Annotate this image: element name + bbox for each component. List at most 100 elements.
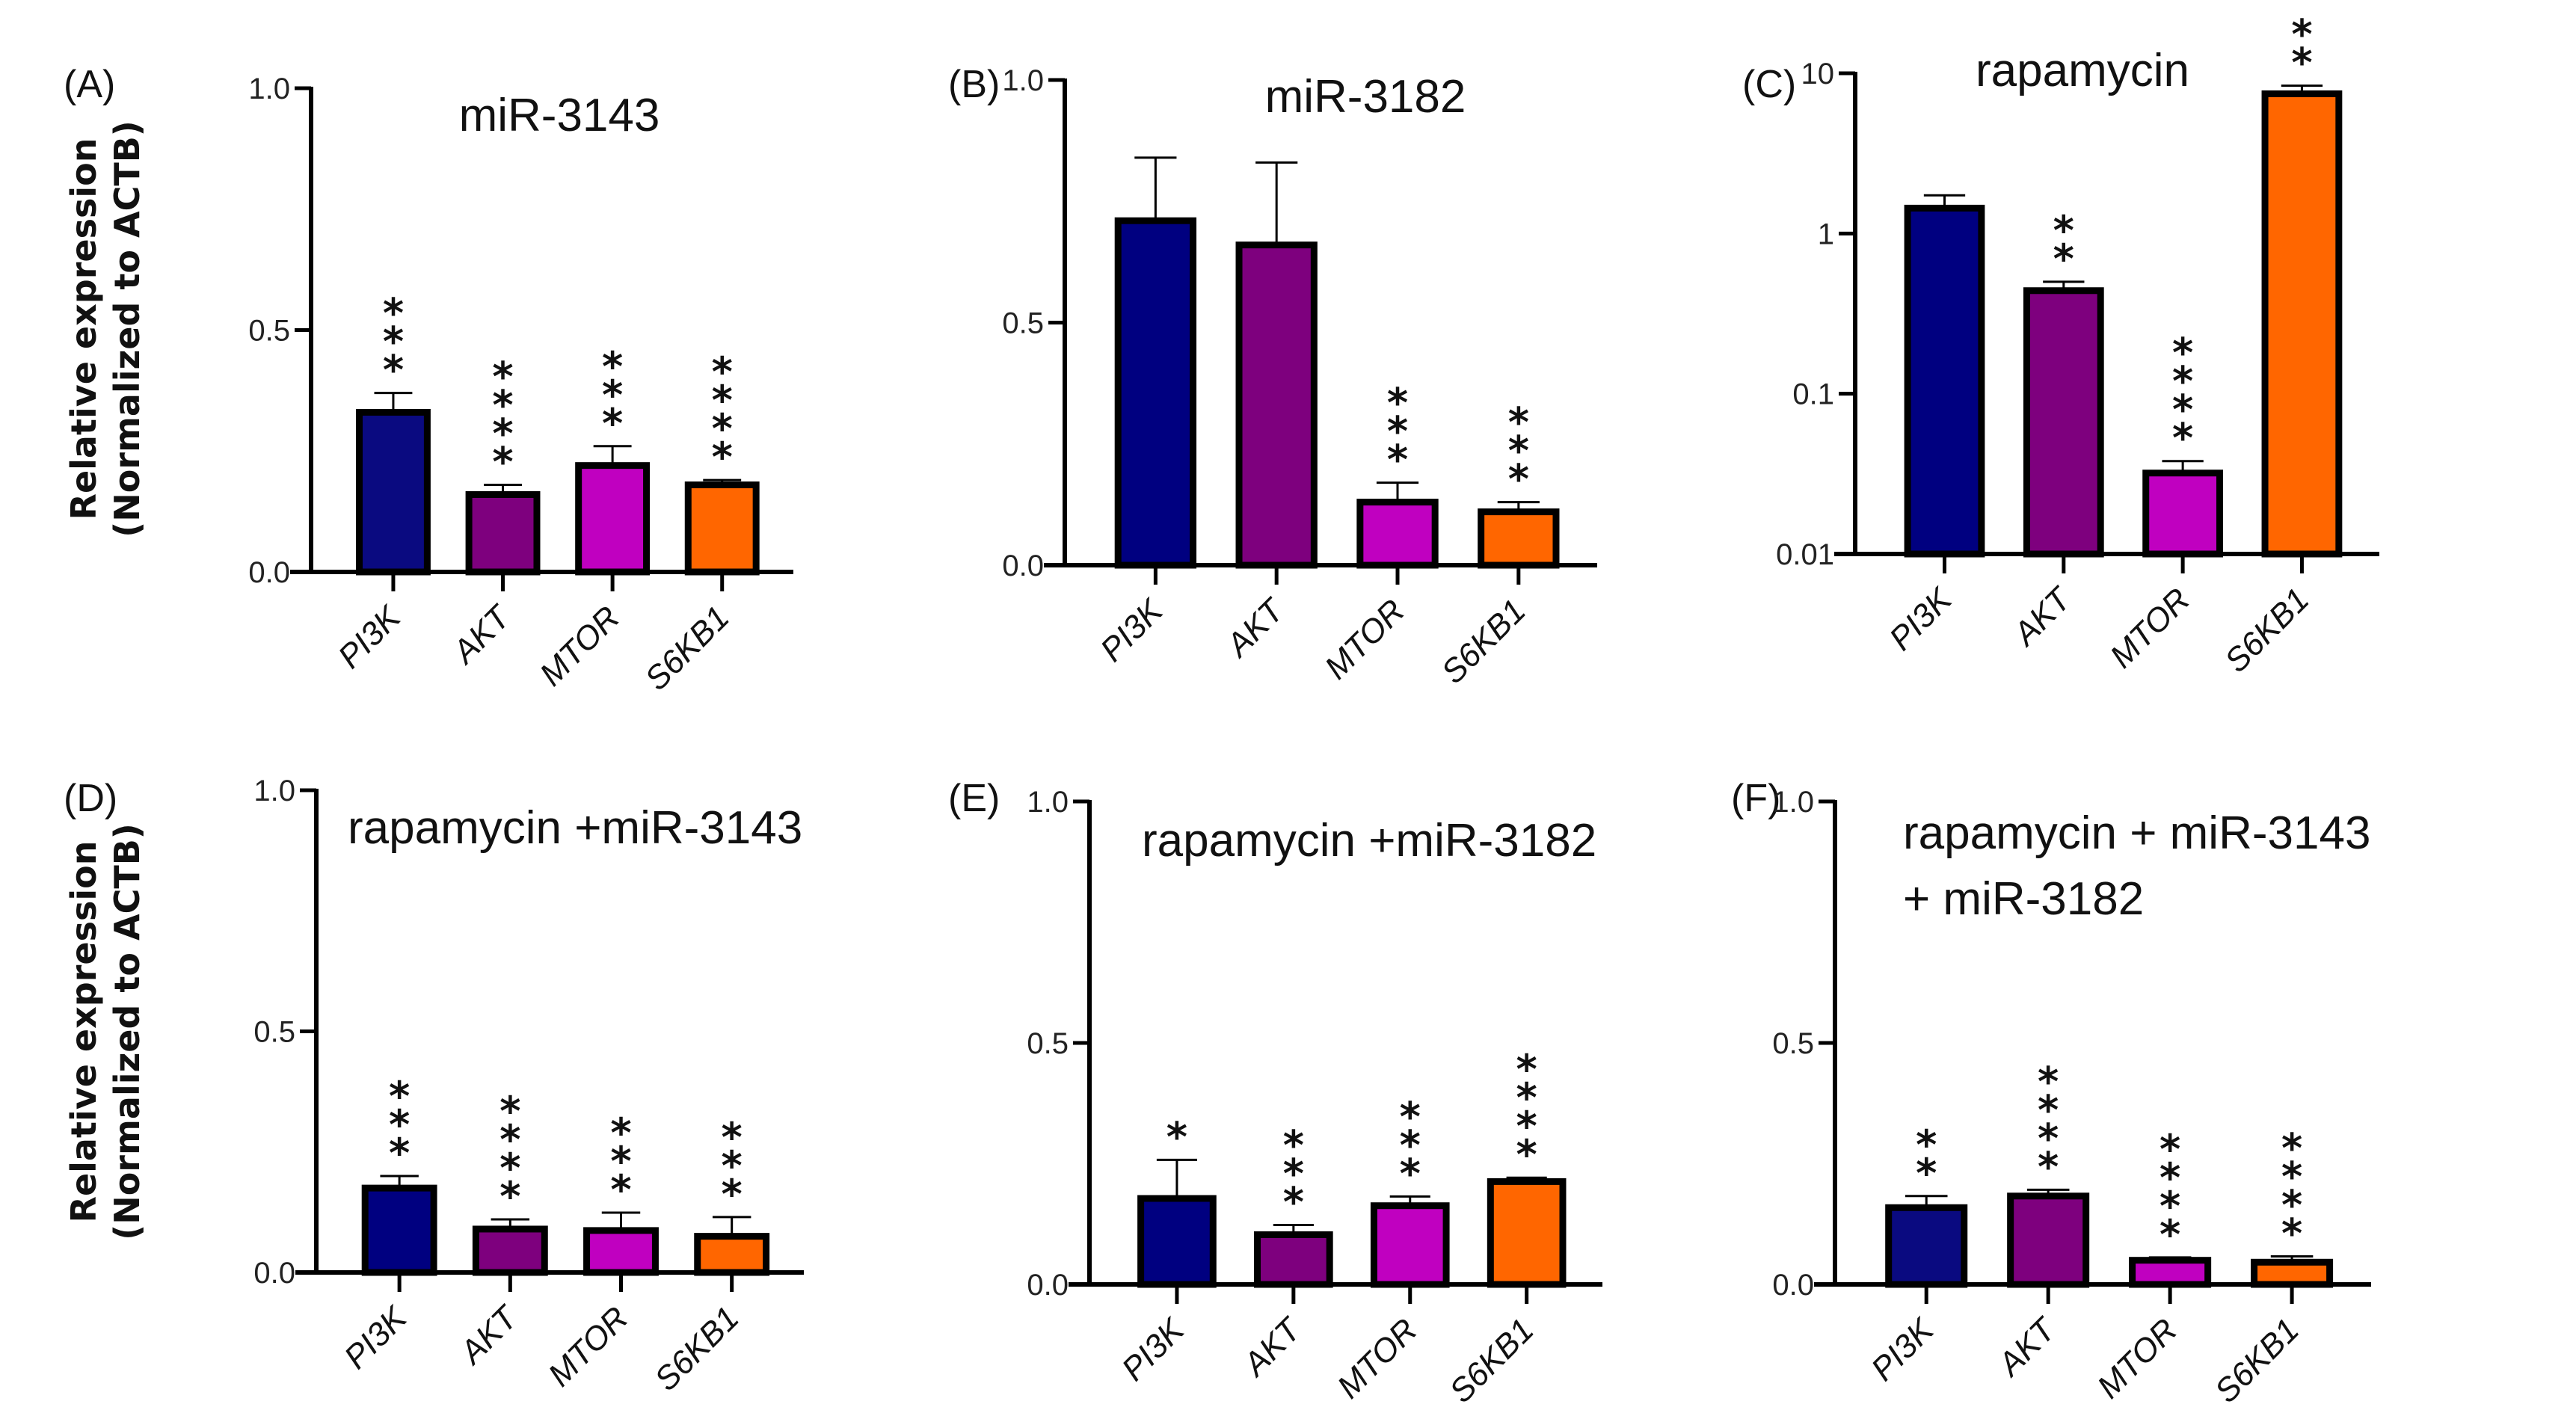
significance-star: *: [1516, 1103, 1537, 1150]
x-tick-label: AKT: [2005, 579, 2079, 653]
significance-star: *: [2053, 207, 2074, 254]
significance-star: *: [499, 1145, 520, 1192]
x-tick-label: PI3K: [331, 598, 408, 675]
significance-star: *: [1166, 1113, 1187, 1160]
significance-star: *: [2291, 40, 2312, 87]
x-tick-label: AKT: [444, 597, 518, 671]
y-tick-label: 0.5: [248, 315, 290, 348]
significance-star: *: [492, 354, 513, 401]
bar-mtor: [575, 462, 651, 576]
x-tick-label: MTOR: [2091, 1311, 2185, 1406]
bar-s6kb1: [1487, 1178, 1567, 1288]
significance-star: *: [1400, 1150, 1421, 1197]
x-tick-label: PI3K: [337, 1299, 414, 1376]
significance-star: *: [389, 1130, 410, 1177]
x-tick-label: MTOR: [1318, 592, 1412, 686]
y-tick-label: 0.5: [1027, 1027, 1069, 1060]
bar-mtor: [2129, 1257, 2212, 1288]
significance-star: *: [492, 382, 513, 429]
significance-star: *: [1400, 1093, 1421, 1140]
bar-mtor: [583, 1227, 659, 1276]
panel-letter: (C): [1742, 63, 1796, 106]
significance-star: *: [602, 400, 623, 447]
bar-s6kb1: [684, 481, 760, 576]
bar-mtor: [1356, 499, 1439, 569]
x-tick-label: PI3K: [1093, 591, 1170, 668]
x-tick-label: MTOR: [1330, 1311, 1424, 1406]
significance-star: *: [712, 405, 733, 452]
significance-star: *: [2281, 1154, 2302, 1201]
x-tick-label: S6KB1: [1442, 1311, 1541, 1410]
significance-star: *: [712, 377, 733, 424]
y-tick-label: 10: [1801, 58, 1835, 90]
x-tick-label: MTOR: [2103, 581, 2198, 675]
x-tick-label: PI3K: [1882, 580, 1959, 657]
x-tick-label: AKT: [452, 1298, 526, 1372]
y-axis-label-bottom-row: Relative expression (Normalized to ACTB): [64, 823, 147, 1240]
bar-akt: [1235, 241, 1318, 569]
bar-pi3k: [356, 408, 431, 576]
x-tick-label: MTOR: [541, 1299, 636, 1394]
bar-akt: [1254, 1231, 1333, 1288]
bar-akt: [2007, 1192, 2090, 1288]
bar-s6kb1: [694, 1233, 770, 1276]
y-tick-label: 1.0: [253, 775, 295, 807]
y-tick-label: 0.0: [1027, 1269, 1069, 1302]
significance-star: *: [2053, 236, 2074, 283]
x-tick-label: AKT: [1235, 1310, 1309, 1384]
y-tick-label: 0.1: [1792, 378, 1834, 411]
x-tick-label: S6KB1: [2218, 581, 2317, 680]
significance-star: *: [383, 290, 404, 337]
x-tick-label: S6KB1: [648, 1299, 746, 1398]
significance-star: *: [2160, 1211, 2180, 1258]
significance-star: *: [1283, 1179, 1304, 1226]
significance-star: *: [2160, 1126, 2180, 1173]
chart-panel-e: (E) rapamycin +miR-3182 0.0 0.5 1.0 PI3K * AKT *…: [948, 777, 1602, 1410]
bar-pi3k: [1885, 1204, 1968, 1288]
bar-mtor: [1370, 1202, 1450, 1288]
significance-star: *: [383, 318, 404, 366]
significance-star: *: [1508, 399, 1529, 446]
significance-star: *: [2281, 1125, 2302, 1172]
chart-title-line2: + miR-3182: [1903, 873, 2144, 925]
chart-title: rapamycin + miR-3143: [1903, 807, 2370, 859]
y-tick-label: 0.5: [253, 1016, 295, 1049]
panel-letter: (A): [64, 63, 115, 106]
y-axis-label-line2: (Normalized to ACTB): [107, 120, 147, 538]
significance-star: *: [722, 1171, 743, 1218]
y-axis-label-line2: (Normalized to ACTB): [107, 823, 147, 1240]
y-axis-label-top-row: Relative expression (Normalized to ACTB): [64, 120, 147, 538]
y-tick-label: 1.0: [1002, 64, 1044, 97]
x-tick-label: S6KB1: [638, 599, 737, 698]
significance-star: *: [2160, 1183, 2180, 1230]
significance-star: *: [2038, 1143, 2059, 1190]
bar-s6kb1: [2261, 90, 2343, 558]
significance-star: *: [383, 347, 404, 394]
y-tick-label: 1.0: [248, 73, 290, 105]
y-tick-label: 0.0: [253, 1257, 295, 1290]
significance-star: *: [1508, 456, 1529, 503]
significance-star: *: [492, 410, 513, 458]
chart-panel-f: (F) rapamycin + miR-3143 + miR-3182 0.0 0.5 1…: [1731, 777, 2371, 1410]
panel-letter: (D): [64, 777, 117, 820]
y-axis-label-line1: Relative expression: [64, 138, 104, 520]
significance-star: *: [602, 372, 623, 419]
bar-pi3k: [1904, 204, 1985, 558]
significance-star: *: [2160, 1154, 2180, 1201]
significance-star: *: [2172, 330, 2193, 377]
significance-star: *: [2038, 1058, 2059, 1105]
significance-star: *: [499, 1173, 520, 1220]
chart-title: rapamycin: [1976, 45, 2189, 96]
panel-letter: (E): [948, 777, 1000, 820]
y-tick-label: 0.01: [1776, 538, 1834, 571]
bar-pi3k: [361, 1184, 437, 1276]
significance-star: *: [610, 1109, 631, 1157]
chart-title: miR-3182: [1265, 71, 1466, 123]
x-tick-label: MTOR: [533, 599, 627, 693]
x-tick-label: S6KB1: [1434, 592, 1533, 691]
significance-star: *: [1516, 1046, 1537, 1093]
x-tick-label: S6KB1: [2208, 1311, 2307, 1410]
